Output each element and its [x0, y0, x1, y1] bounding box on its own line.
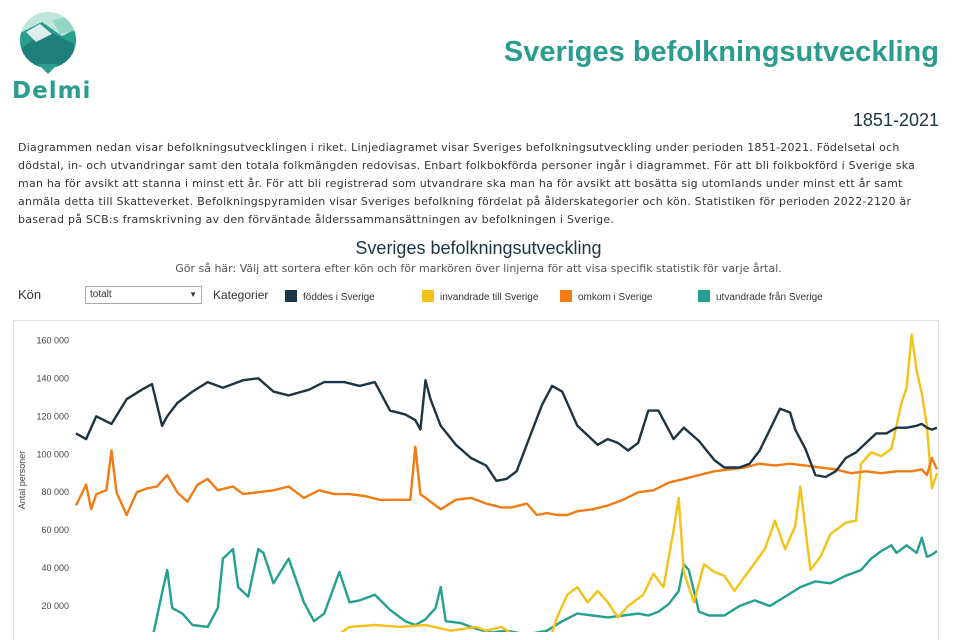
chart-frame [13, 320, 939, 640]
chevron-down-icon: ▼ [189, 290, 197, 299]
legend-label: invandrade till Sverige [440, 292, 539, 303]
legend-swatch [422, 290, 434, 302]
series-line-omkom[interactable] [74, 445, 939, 517]
legend-item-fodda[interactable]: föddes i Sverige [285, 290, 375, 304]
y-tick-label: 60 000 [41, 525, 69, 535]
legend-item-omkom[interactable]: omkom i Sverige [560, 290, 652, 304]
legend-item-utvandrade[interactable]: utvandrade från Sverige [698, 290, 823, 304]
legend-swatch [560, 290, 572, 302]
y-tick-label: 120 000 [36, 411, 69, 421]
y-tick-label: 100 000 [36, 449, 69, 459]
y-tick-label: 40 000 [41, 563, 69, 573]
y-tick-label: 20 000 [41, 601, 69, 611]
chart-subtitle: Gör så här: Välj att sortera efter kön o… [175, 262, 782, 275]
kon-label: Kön [18, 287, 42, 302]
y-tick-label: 80 000 [41, 487, 69, 497]
logo-text: Delmi [12, 78, 92, 104]
chart-title: Sveriges befolkningsutveckling [355, 238, 602, 258]
y-tick-label: 160 000 [36, 335, 69, 345]
legend-swatch [698, 290, 710, 302]
kon-select-value: totalt [90, 289, 112, 300]
kon-select[interactable]: totalt ▼ [85, 286, 202, 304]
y-tick-label: 140 000 [36, 373, 69, 383]
legend-label: föddes i Sverige [303, 292, 375, 303]
y-axis: 20 000 40 000 60 000 80 000 100 000 120 000 14… [36, 335, 69, 611]
series-line-utvandrade[interactable] [76, 536, 938, 632]
legend-label: omkom i Sverige [578, 292, 653, 303]
period-label: 1851-2021 [852, 110, 939, 130]
series-line-invandrade[interactable] [198, 333, 939, 632]
legend-swatch [285, 290, 297, 302]
intro-text: Diagrammen nedan visar befolkningsutveck… [18, 141, 916, 226]
kategorier-label: Kategorier [213, 288, 269, 302]
y-axis-label: Antal personer [17, 451, 27, 510]
series-layer [74, 333, 939, 632]
delmi-logo-icon [20, 12, 76, 74]
page-title: Sveriges befolkningsutveckling [503, 36, 939, 68]
legend-label: utvandrade från Sverige [716, 292, 823, 303]
series-line-fodda[interactable] [75, 377, 938, 482]
legend-item-invandrade[interactable]: invandrade till Sverige [422, 290, 538, 304]
